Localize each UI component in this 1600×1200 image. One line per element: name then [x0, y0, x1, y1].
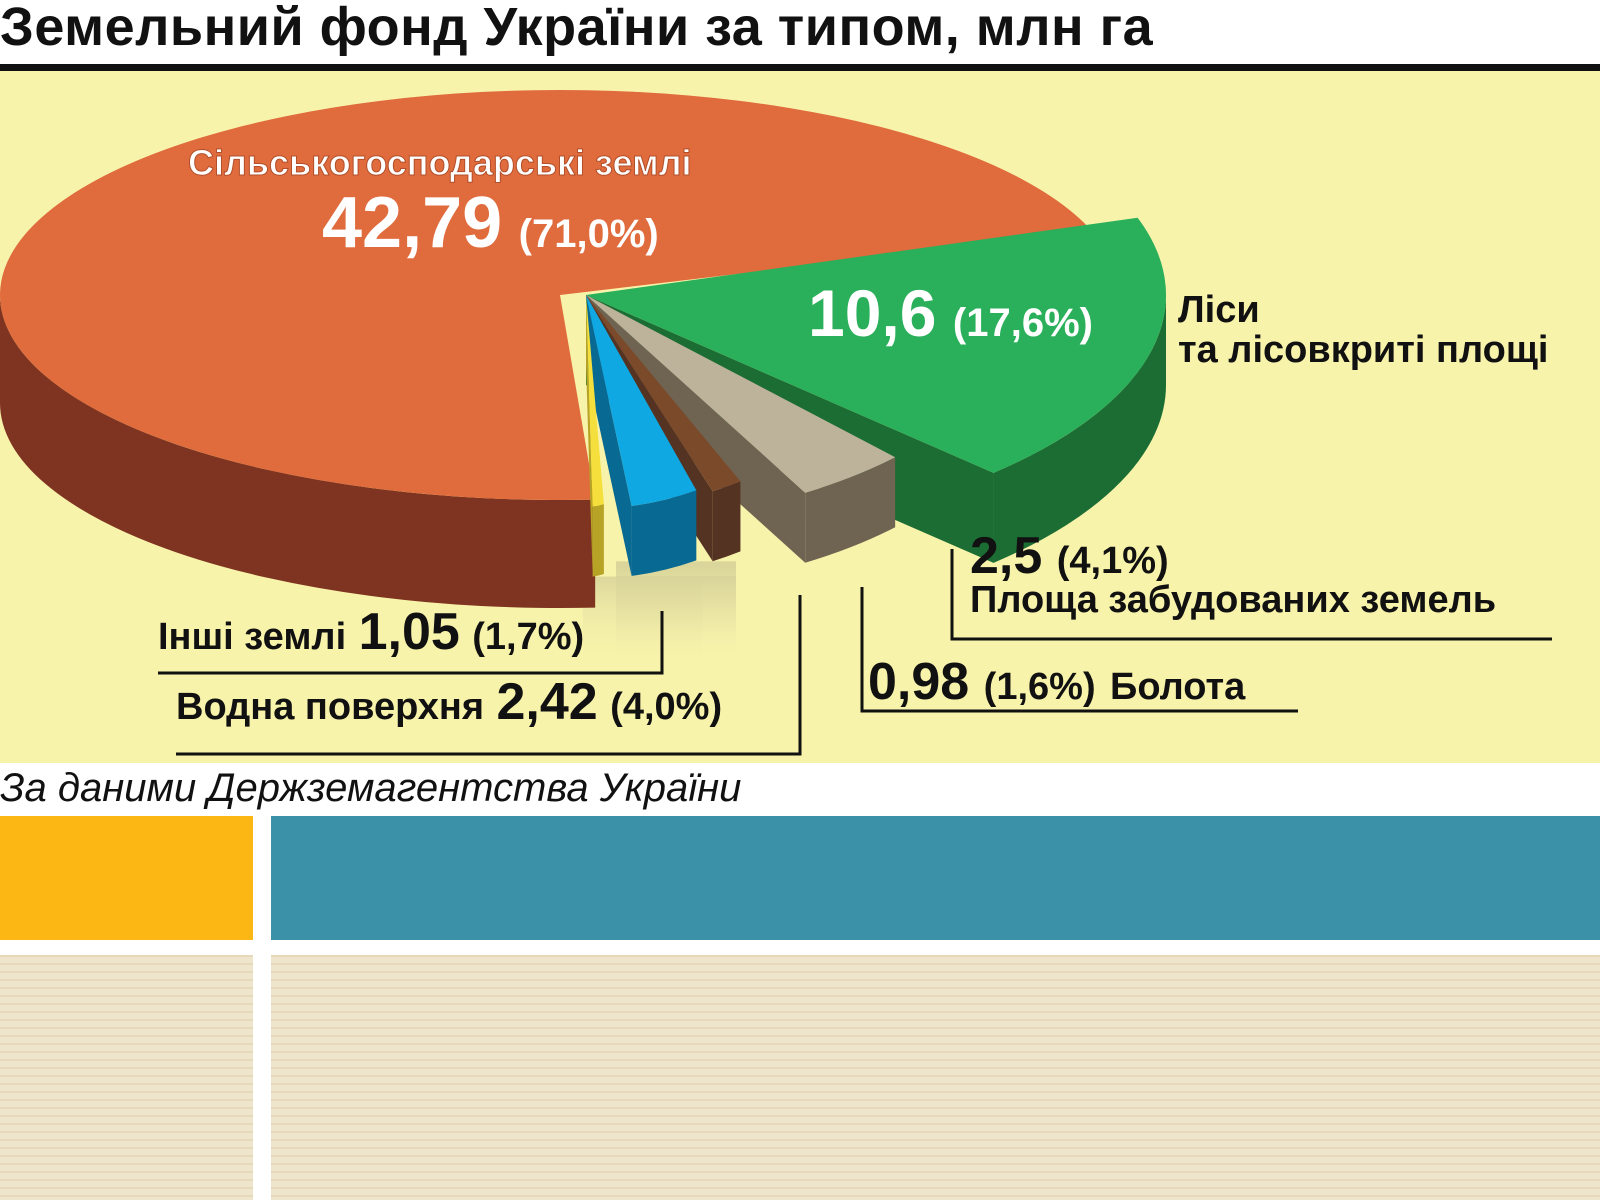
chart-title: Земельний фонд України за типом, млн га [0, 0, 1154, 57]
slice-agri-side [0, 295, 596, 608]
slice-swamp-side [712, 481, 741, 562]
slice-forest-side [993, 295, 1166, 563]
label-water-percent: (4,0%) [610, 686, 722, 728]
pie-chart: Сільськогосподарські землі 42,79 (71,0%)… [0, 71, 1600, 763]
slice-water-cut [586, 295, 632, 576]
label-agri-percent: (71,0%) [519, 212, 659, 256]
label-other-percent: (1,7%) [472, 616, 584, 658]
slice-water-side [631, 490, 697, 576]
label-built-number: 2,5 [970, 527, 1042, 585]
slice-built-side [805, 457, 896, 563]
leader-water [176, 595, 802, 756]
slice-water [586, 295, 697, 576]
label-other: Інші землі 1,05 (1,7%) [158, 603, 584, 661]
title-rule [0, 64, 1600, 71]
label-forest-name-2: та лісовкриті площі [1178, 329, 1548, 371]
left-striped-panel [0, 955, 253, 1200]
label-agri-value: 42,79 (71,0%) [322, 183, 659, 263]
label-swamp-number: 0,98 [868, 653, 969, 711]
label-built-name: Площа забудованих земель [970, 579, 1496, 621]
slice-other-side [592, 503, 604, 577]
content-striped-panel [271, 955, 1600, 1200]
slice-forest-top [586, 217, 1167, 473]
label-agri-name: Сільськогосподарські землі [188, 142, 692, 183]
slice-water-top [586, 295, 697, 506]
orange-block [0, 816, 253, 940]
label-water-number: 2,42 [497, 673, 598, 731]
label-forest-value: 10,6 (17,6%) [808, 276, 1093, 350]
slice-agri-top [0, 90, 1093, 501]
leader-swamp [860, 587, 1298, 713]
slice-agri [0, 90, 1093, 608]
label-forest-name: Ліси [1178, 289, 1260, 331]
pie-slices [0, 90, 1167, 608]
slice-other [586, 295, 604, 577]
slice-other-cut [586, 295, 593, 577]
leader-other [158, 611, 664, 675]
label-forest-number: 10,6 [808, 276, 936, 350]
teal-title-bar [271, 816, 1600, 940]
source-note: За даними Держземагентства України [0, 766, 742, 810]
label-other-name: Інші землі [158, 616, 346, 658]
slice-built-top [586, 295, 896, 493]
label-built-value: 2,5 (4,1%) [970, 527, 1169, 585]
leader-built [950, 549, 1552, 641]
slice-other-shadow [582, 576, 703, 667]
label-other-number: 1,05 [359, 603, 460, 661]
label-swamp-percent: (1,6%) [984, 666, 1096, 708]
slice-swamp-top [586, 295, 741, 492]
label-forest-percent: (17,6%) [953, 301, 1093, 345]
label-built-percent: (4,1%) [1057, 540, 1169, 582]
label-water: Водна поверхня 2,42 (4,0%) [176, 673, 722, 731]
slice-other-top [586, 295, 604, 507]
label-agri-number: 42,79 [322, 183, 502, 263]
label-swamp: 0,98 (1,6%) Болота [868, 653, 1246, 711]
leader-lines [158, 549, 1552, 756]
label-swamp-name: Болота [1110, 666, 1246, 708]
slice-shadows [582, 561, 736, 667]
label-water-name: Водна поверхня [176, 686, 484, 728]
